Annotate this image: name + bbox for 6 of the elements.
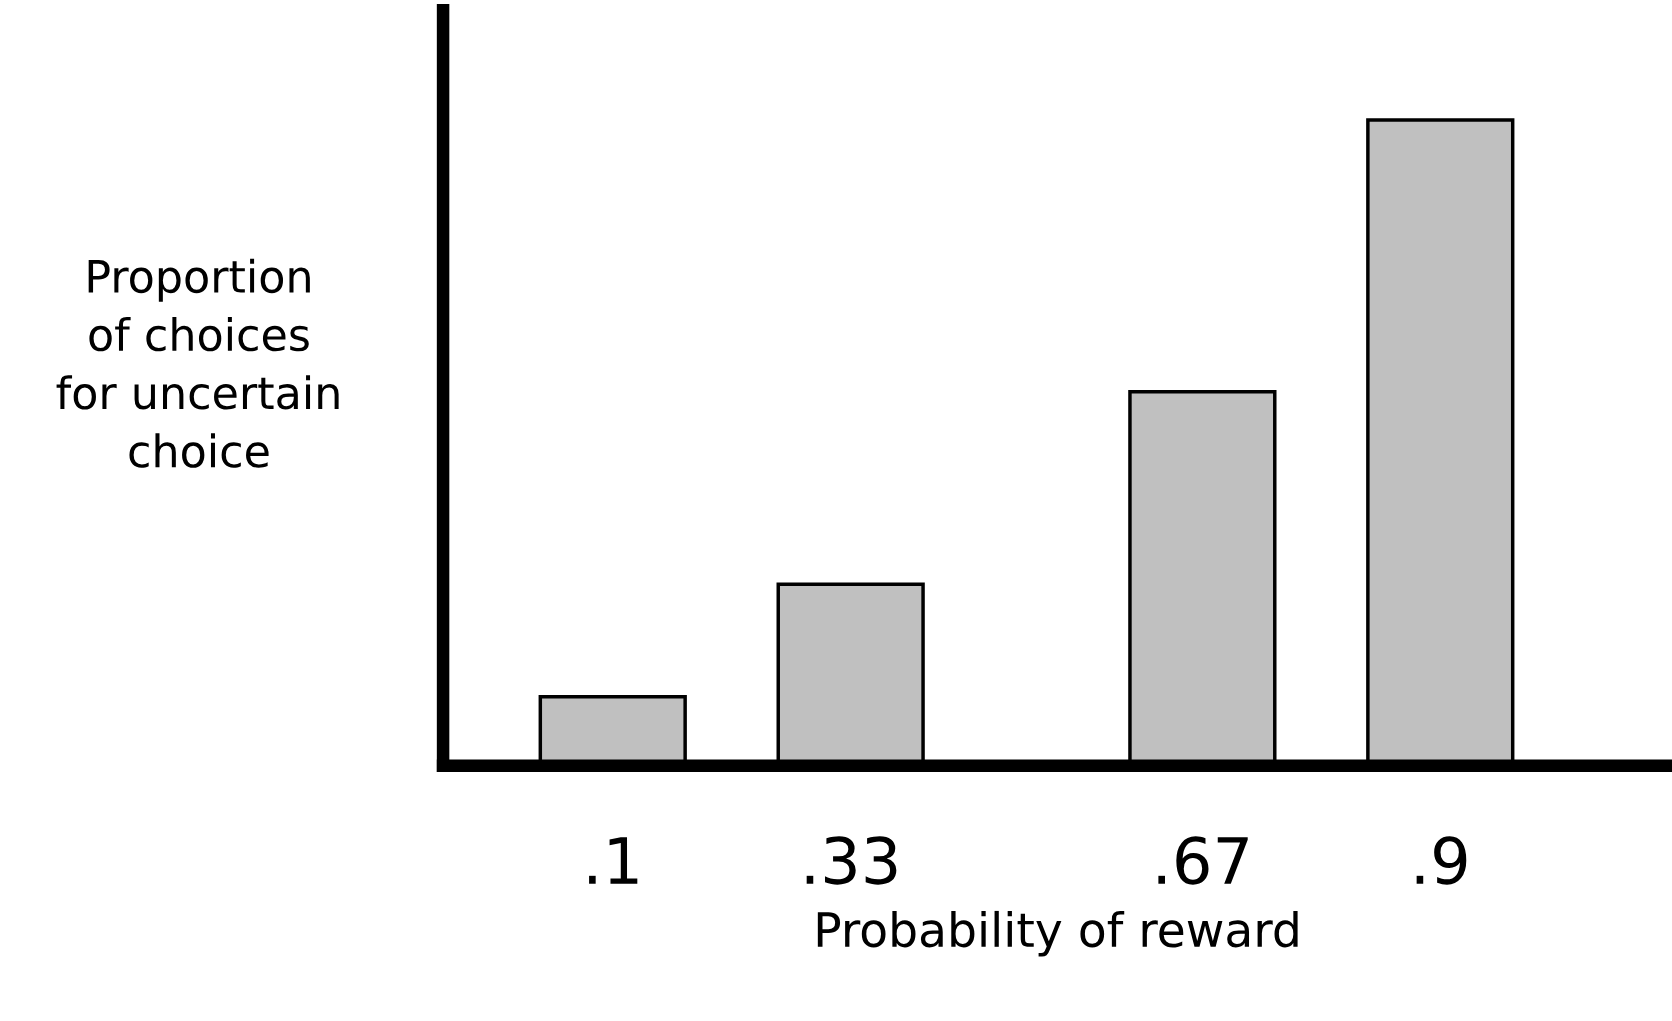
x-tick-label: .9	[1416, 836, 1467, 885]
x-tick-label: .1	[589, 837, 638, 884]
x-tick-label: .67	[1158, 836, 1248, 885]
x-axis-title: Probability of reward	[817, 910, 1298, 957]
y-axis-title: Proportion of choices for uncertain choice	[56, 258, 339, 468]
x-tick-label: .33	[806, 836, 897, 885]
